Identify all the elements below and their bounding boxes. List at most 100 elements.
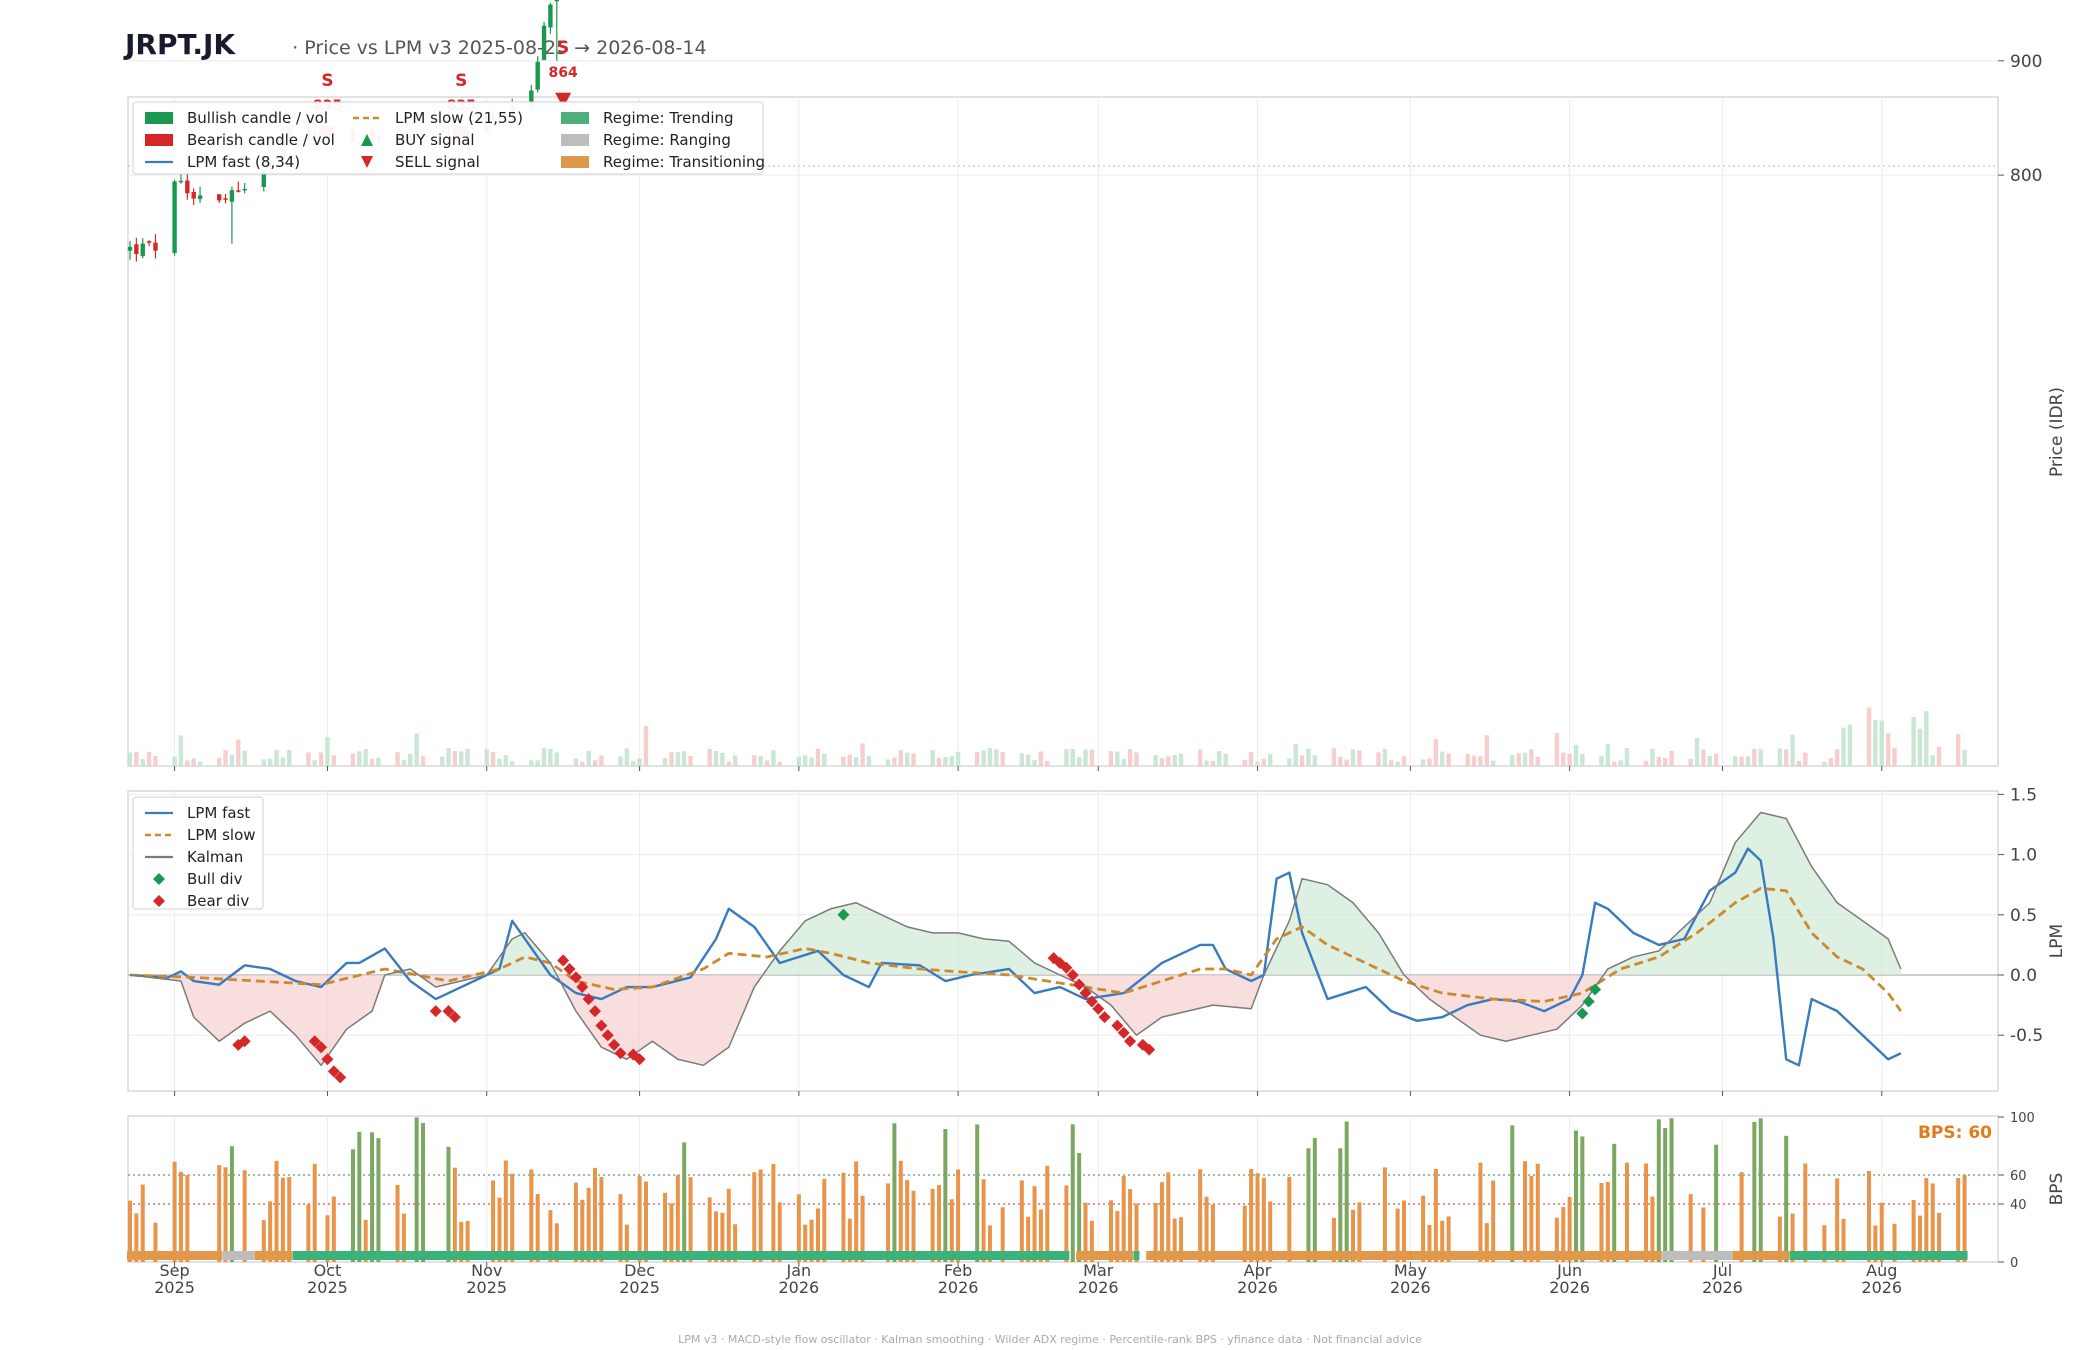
volume-bar <box>1446 753 1451 766</box>
bps-bar <box>1841 1218 1846 1262</box>
bps-bar <box>707 1197 712 1262</box>
bps-bar <box>421 1122 426 1262</box>
candle-body <box>197 195 203 200</box>
volume-bar <box>1561 752 1566 766</box>
bps-bar <box>675 1174 680 1262</box>
bps-bar <box>325 1215 330 1262</box>
bps-bar <box>1484 1223 1489 1262</box>
volume-bar <box>420 756 426 766</box>
volume-bar <box>1599 755 1604 766</box>
volume-bar <box>1159 758 1165 766</box>
legend-label: Kalman <box>187 848 243 866</box>
bps-bar <box>1650 1196 1655 1262</box>
lpm-slow-line <box>129 886 1903 1012</box>
volume-bar <box>490 752 496 766</box>
regime-segment <box>1662 1251 1732 1260</box>
bps-bar <box>987 1225 992 1262</box>
x-tick-month: Oct <box>314 1261 342 1280</box>
bull-div-marker <box>1576 1007 1589 1020</box>
bps-bar <box>892 1123 897 1262</box>
volume-bar <box>1612 761 1617 766</box>
bull-div-marker <box>837 908 850 921</box>
bps-bar <box>1567 1196 1572 1262</box>
volume-bar <box>236 739 241 766</box>
bps-bar <box>1128 1189 1133 1262</box>
volume-bar <box>1529 749 1534 766</box>
bps-bar <box>1867 1170 1872 1262</box>
x-tick-year: 2026 <box>1078 1278 1119 1297</box>
volume-bar <box>1777 748 1783 766</box>
bps-bar <box>1911 1200 1916 1262</box>
volume-bar <box>1134 752 1139 766</box>
bps-bar <box>1752 1121 1757 1262</box>
volume-bar <box>1713 753 1719 766</box>
candle-body <box>554 0 559 2</box>
bps-bar <box>841 1172 846 1262</box>
bps-bar <box>350 1149 355 1262</box>
volume-bar <box>510 761 515 766</box>
volume-bar <box>1573 744 1579 766</box>
volume-bar <box>707 748 712 766</box>
x-tick-month: Jul <box>1712 1261 1732 1280</box>
bps-bar <box>128 1200 132 1262</box>
volume-bar <box>987 748 993 766</box>
legend-frame <box>132 796 264 910</box>
volume-bar <box>267 758 273 766</box>
lpm-tick-label: 1.0 <box>2010 846 2037 866</box>
bps-bar <box>153 1222 158 1262</box>
bps-bar <box>1605 1181 1610 1262</box>
volume-bar <box>484 749 489 766</box>
volume-bar <box>497 758 502 766</box>
bear-div-marker <box>582 993 595 1006</box>
bps-bar <box>1115 1211 1120 1262</box>
price-legend: Bullish candle / vol Bearish candle / vol… <box>132 101 765 175</box>
volume-bar <box>796 756 802 766</box>
bps-bar <box>491 1180 496 1262</box>
volume-bar <box>1242 760 1247 766</box>
volume-bar <box>726 761 731 766</box>
bear-div-marker <box>595 1019 608 1032</box>
volume-bar <box>401 760 407 766</box>
bps-bar <box>936 1184 941 1262</box>
bps-bar <box>1351 1209 1356 1262</box>
volume-bar <box>1331 748 1337 766</box>
bps-bar <box>898 1160 903 1262</box>
volume-bar <box>446 748 451 766</box>
volume-bar <box>1567 753 1572 766</box>
bps-bar <box>1535 1163 1540 1262</box>
volume-bar <box>172 756 177 766</box>
legend-swatch <box>145 112 173 124</box>
volume-bar <box>1076 756 1082 766</box>
bps-bar <box>1402 1200 1406 1262</box>
bear-div-marker <box>327 1065 340 1078</box>
bps-bar <box>1121 1175 1126 1262</box>
bps-bar <box>663 1192 668 1262</box>
bear-div-marker <box>308 1035 321 1048</box>
bear-div-marker <box>576 981 589 994</box>
lpm-legend: LPM fast LPM slow Kalman Bull div Bear div <box>132 796 264 910</box>
candle-body <box>236 190 241 192</box>
volume-bar <box>318 752 324 766</box>
volume-bar <box>930 750 935 766</box>
legend-swatch <box>361 134 373 146</box>
bps-bar <box>1427 1224 1432 1262</box>
bps-bar <box>886 1183 891 1262</box>
volume-bar <box>1440 751 1445 766</box>
bps-bar <box>1344 1121 1349 1262</box>
volume-bar <box>1032 760 1037 766</box>
chart-subtitle: · Price vs LPM v3 2025-08-25 → 2026-08-1… <box>292 37 707 59</box>
volume-bar <box>1522 752 1528 766</box>
volume-bar <box>1389 760 1394 766</box>
volume-bar <box>363 749 368 766</box>
volume-bar <box>1701 749 1706 766</box>
bps-bar <box>803 1224 808 1262</box>
candle-body <box>146 241 152 243</box>
bps-bar <box>1937 1212 1942 1262</box>
volume-bar <box>306 752 311 766</box>
bps-bar <box>172 1161 177 1262</box>
volume-bar <box>841 756 846 766</box>
bear-div-marker <box>1085 995 1098 1008</box>
bps-bar <box>1930 1183 1935 1262</box>
x-tick-month: Aug <box>1866 1261 1897 1280</box>
bps-bar <box>1599 1183 1604 1262</box>
